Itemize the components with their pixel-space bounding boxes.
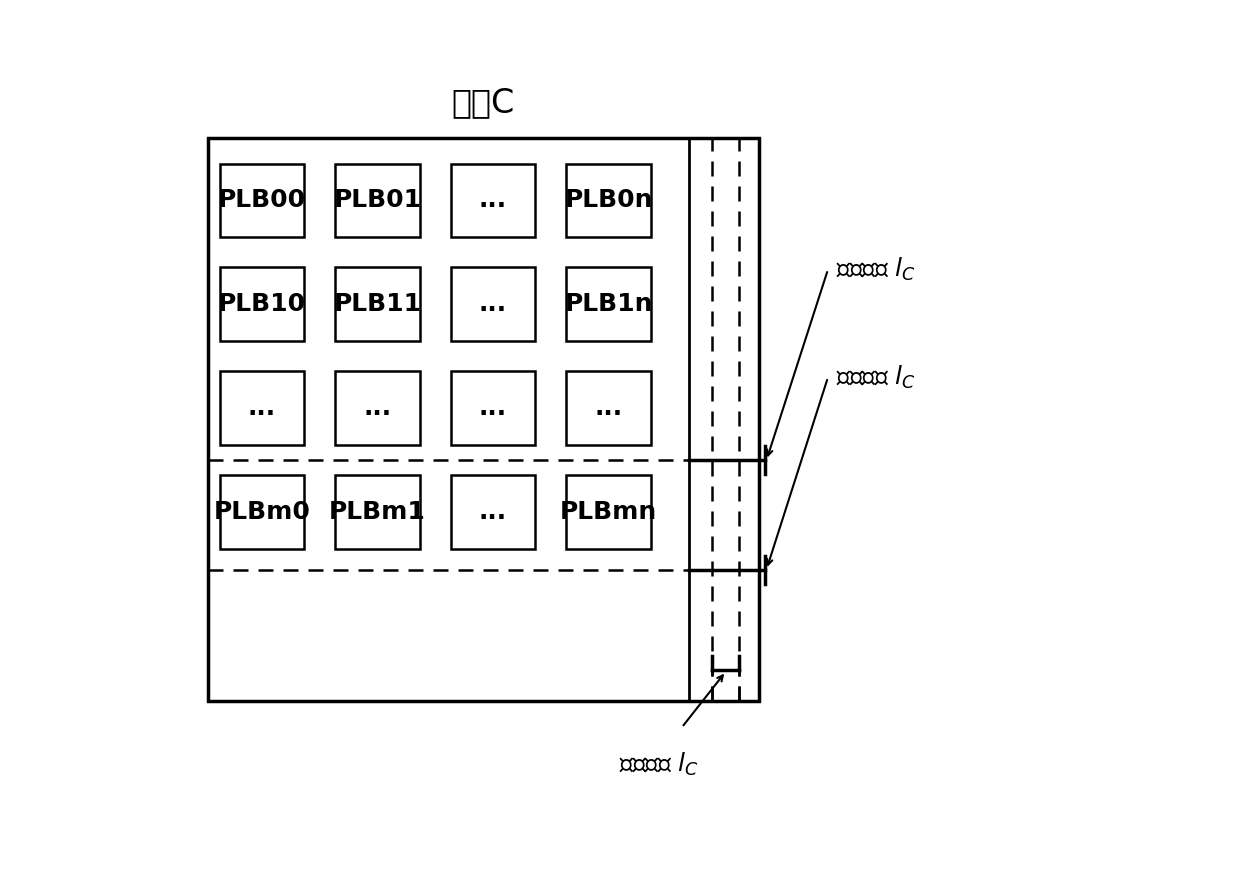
Bar [567,267,651,340]
Text: PLB01: PLB01 [334,188,422,212]
Text: 布线宽度 $l_C$: 布线宽度 $l_C$ [836,256,915,283]
Text: 布线宽度 $l_C$: 布线宽度 $l_C$ [619,750,698,778]
Text: PLBmn: PLBmn [560,500,657,524]
Bar [219,476,304,549]
Bar [335,476,420,549]
Bar [208,138,759,700]
Text: PLB10: PLB10 [218,292,306,316]
Text: 芯片C: 芯片C [451,86,515,119]
Bar [567,164,651,237]
Text: PLB0n: PLB0n [564,188,652,212]
Bar [450,164,536,237]
Bar [567,476,651,549]
Text: PLBm0: PLBm0 [213,500,310,524]
Bar [450,372,536,445]
Text: ...: ... [248,396,277,420]
Text: ...: ... [479,396,507,420]
Bar [335,267,420,340]
Text: PLB00: PLB00 [218,188,306,212]
Text: 布线宽度 $l_C$: 布线宽度 $l_C$ [836,364,915,391]
Text: PLB11: PLB11 [334,292,422,316]
Bar [335,372,420,445]
Text: PLB1n: PLB1n [564,292,652,316]
Text: ...: ... [479,292,507,316]
Bar [219,267,304,340]
Text: ...: ... [479,188,507,212]
Bar [567,372,651,445]
Text: ...: ... [594,396,622,420]
Bar [450,476,536,549]
Bar [450,267,536,340]
Text: PLBm1: PLBm1 [329,500,427,524]
Text: ...: ... [363,396,392,420]
Text: ...: ... [479,500,507,524]
Bar [335,164,420,237]
Bar [219,164,304,237]
Bar [219,372,304,445]
